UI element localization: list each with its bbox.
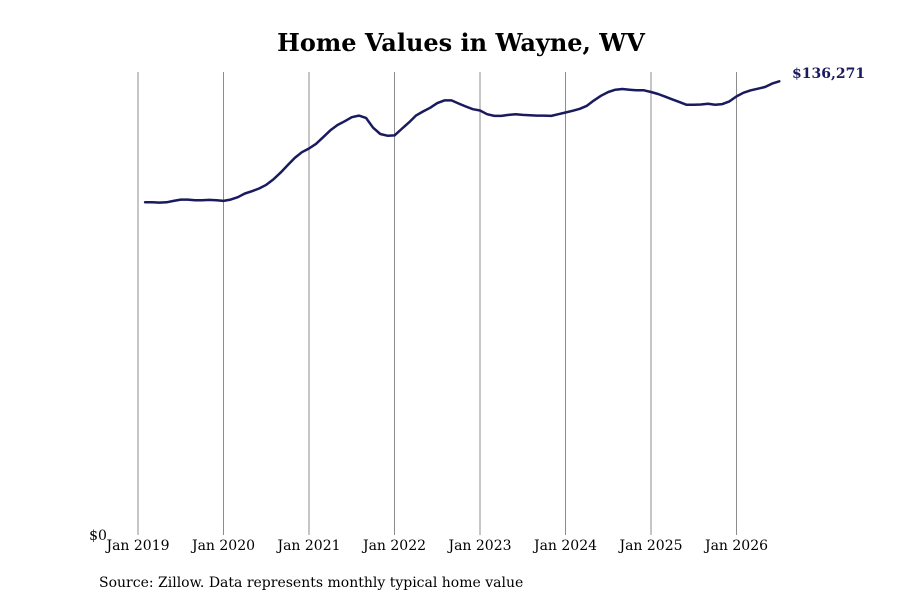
x-tick-label: Jan 2019 [104, 538, 169, 554]
x-tick-label: Jan 2023 [446, 538, 511, 554]
x-tick-label: Jan 2022 [361, 538, 426, 554]
chart-title: Home Values in Wayne, WV [277, 28, 645, 57]
x-tick-label: Jan 2021 [275, 538, 340, 554]
x-axis-tick-labels: Jan 2019 Jan 2020 Jan 2021 Jan 2022 Jan 2023… [104, 538, 768, 554]
x-tick-label: Jan 2024 [532, 538, 597, 554]
x-tick-label: Jan 2020 [190, 538, 255, 554]
y-tick-label-zero: $0 [89, 528, 107, 544]
latest-value-label: $136,271 [792, 66, 865, 82]
x-tick-label: Jan 2025 [617, 538, 682, 554]
x-tick-label: Jan 2026 [703, 538, 768, 554]
gridlines [137, 72, 737, 535]
home-value-line [143, 80, 781, 204]
source-note: Source: Zillow. Data represents monthly … [99, 575, 523, 591]
